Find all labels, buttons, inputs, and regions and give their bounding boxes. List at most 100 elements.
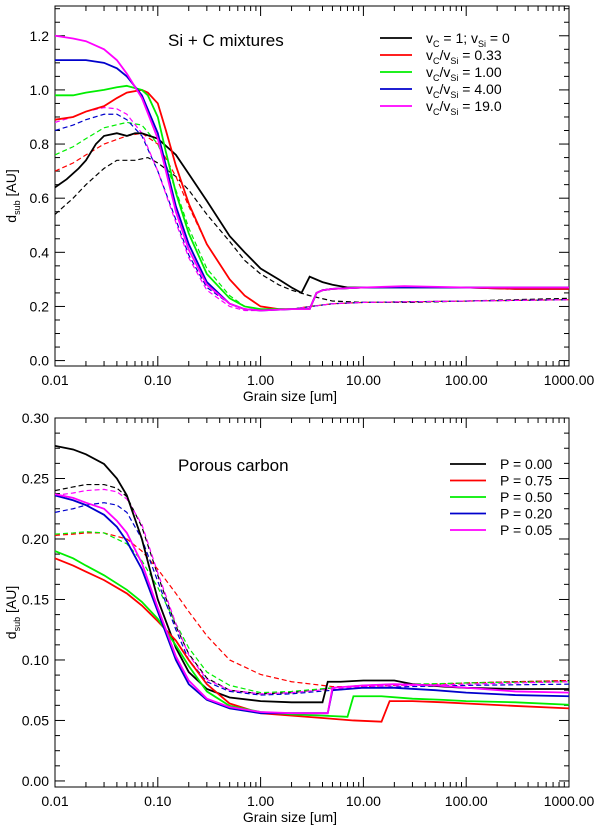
legend-label: vC/vSi = 0.33 bbox=[426, 47, 502, 66]
series-2-dashed-line bbox=[55, 532, 569, 688]
legend-label-part: v bbox=[426, 98, 433, 114]
legend-label-part: = 19.0 bbox=[458, 98, 501, 114]
legend-label: P = 0.75 bbox=[500, 473, 553, 489]
y-axis-label: dsub [AU] bbox=[3, 586, 22, 639]
legend-label: P = 0.05 bbox=[500, 522, 553, 538]
legend-label-part: /v bbox=[440, 64, 451, 80]
series-1-solid-line bbox=[55, 132, 569, 295]
x-tick-label: 0.10 bbox=[144, 793, 171, 809]
y-tick-label: 1.2 bbox=[30, 28, 50, 44]
legend-label-part: P = 0.00 bbox=[500, 456, 553, 472]
y-axis-label-main: d bbox=[3, 631, 19, 639]
series-4-dashed-line bbox=[55, 113, 569, 312]
y-tick-label: 0.2 bbox=[30, 298, 50, 314]
legend-label-part: P = 0.20 bbox=[500, 506, 553, 522]
series-5-dashed-line bbox=[55, 106, 569, 312]
series-1-dashed-line bbox=[55, 156, 569, 303]
legend-label: P = 0.20 bbox=[500, 506, 553, 522]
series-4-dashed-line bbox=[55, 502, 569, 696]
x-tick-label: 10.00 bbox=[346, 372, 381, 388]
legend-label-part: P = 0.50 bbox=[500, 489, 553, 505]
series-3-dashed-line bbox=[55, 531, 569, 694]
legend-label-part: P = 0.75 bbox=[500, 473, 553, 489]
y-tick-label: 0.8 bbox=[30, 136, 50, 152]
series-4-solid-line bbox=[55, 494, 569, 715]
series-1-solid-line bbox=[55, 444, 569, 704]
y-axis-label-unit: [AU] bbox=[3, 169, 19, 200]
legend-label-sub: C bbox=[433, 56, 440, 66]
chart-panel-1: 0.01 0.10 1.00 10.00 100.00 1000.00 0.0 0.2 0.4 0… bbox=[3, 5, 595, 404]
y-tick-label: 0.15 bbox=[22, 591, 49, 607]
series-3-dashed-line bbox=[55, 121, 569, 310]
legend-label-part: P = 0.05 bbox=[500, 522, 553, 538]
series-3-solid-line bbox=[55, 84, 569, 311]
chart-title: Si + C mixtures bbox=[168, 31, 284, 50]
x-axis-label: Grain size [um] bbox=[243, 809, 337, 825]
series-5-solid-line bbox=[55, 34, 569, 312]
legend-label: vC/vSi = 4.00 bbox=[426, 81, 502, 100]
legend-label-sub: Si bbox=[450, 90, 458, 100]
y-axis-label: dsub [AU] bbox=[3, 169, 22, 222]
x-tick-label: 10.00 bbox=[346, 793, 381, 809]
chart-title: Porous carbon bbox=[178, 456, 289, 475]
legend-label-sub: Si bbox=[450, 73, 458, 83]
legend-label-sub: C bbox=[433, 39, 440, 49]
legend-label-sub: C bbox=[433, 73, 440, 83]
y-tick-label: 0.0 bbox=[30, 353, 50, 369]
legend-label-part: = 1.00 bbox=[458, 64, 501, 80]
y-tick-label: 0.25 bbox=[22, 470, 49, 486]
legend-label: P = 0.00 bbox=[500, 456, 553, 472]
y-axis-label-sub: sub bbox=[12, 617, 22, 632]
y-tick-label: 0.05 bbox=[22, 712, 49, 728]
series-2-solid-line bbox=[55, 557, 569, 723]
legend-label-part: v bbox=[426, 30, 433, 46]
y-axis-label-unit: [AU] bbox=[3, 586, 19, 617]
legend-label-part: v bbox=[426, 81, 433, 97]
legend-label-part: /v bbox=[440, 47, 451, 63]
legend-label: vC/vSi = 19.0 bbox=[426, 98, 502, 117]
series-2-dashed-line bbox=[55, 132, 569, 310]
y-tick-label: 1.0 bbox=[30, 82, 50, 98]
x-tick-label: 1000.00 bbox=[544, 793, 595, 809]
legend-label-part: = 1; v bbox=[440, 30, 479, 46]
chart-panel-2: 0.01 0.10 1.00 10.00 100.00 1000.00 0.00 0.05 0.… bbox=[3, 410, 595, 825]
legend-label-part: /v bbox=[440, 81, 451, 97]
plot-area bbox=[55, 34, 569, 312]
plot-frame bbox=[54, 417, 570, 788]
x-tick-label: 1.00 bbox=[247, 372, 274, 388]
legend-label-sub: Si bbox=[478, 39, 486, 49]
legend-label-sub: C bbox=[433, 90, 440, 100]
x-ticks bbox=[54, 418, 570, 787]
legend-label-sub: Si bbox=[450, 56, 458, 66]
x-tick-label: 1.00 bbox=[247, 793, 274, 809]
legend-label-sub: Si bbox=[450, 107, 458, 117]
plot-frame bbox=[54, 5, 570, 367]
x-tick-label: 0.01 bbox=[41, 372, 68, 388]
legend: P = 0.00P = 0.75P = 0.50P = 0.20P = 0.05 bbox=[450, 456, 553, 538]
series-5-dashed-line bbox=[55, 488, 569, 695]
legend-label-part: = 0 bbox=[486, 30, 510, 46]
legend-label: P = 0.50 bbox=[500, 489, 553, 505]
x-tick-label: 100.00 bbox=[445, 793, 488, 809]
x-ticks bbox=[54, 6, 570, 366]
plot-area bbox=[55, 444, 569, 723]
legend-label-part: /v bbox=[440, 98, 451, 114]
x-tick-label: 0.10 bbox=[144, 372, 171, 388]
legend-label: vC = 1; vSi = 0 bbox=[426, 30, 510, 49]
y-tick-label: 0.20 bbox=[22, 531, 49, 547]
y-tick-label: 0.4 bbox=[30, 244, 50, 260]
legend-label-part: = 4.00 bbox=[458, 81, 501, 97]
y-axis-label-sub: sub bbox=[12, 200, 22, 215]
y-tick-label: 0.6 bbox=[30, 190, 50, 206]
y-tick-label: 0.10 bbox=[22, 652, 49, 668]
x-tick-label: 100.00 bbox=[445, 372, 488, 388]
legend-label-part: v bbox=[426, 47, 433, 63]
legend-label: vC/vSi = 1.00 bbox=[426, 64, 502, 83]
y-axis-label-main: d bbox=[3, 215, 19, 223]
series-5-solid-line bbox=[55, 493, 569, 715]
legend-label-part: = 0.33 bbox=[458, 47, 501, 63]
x-axis-label: Grain size [um] bbox=[243, 388, 337, 404]
y-tick-label: 0.30 bbox=[22, 410, 49, 426]
